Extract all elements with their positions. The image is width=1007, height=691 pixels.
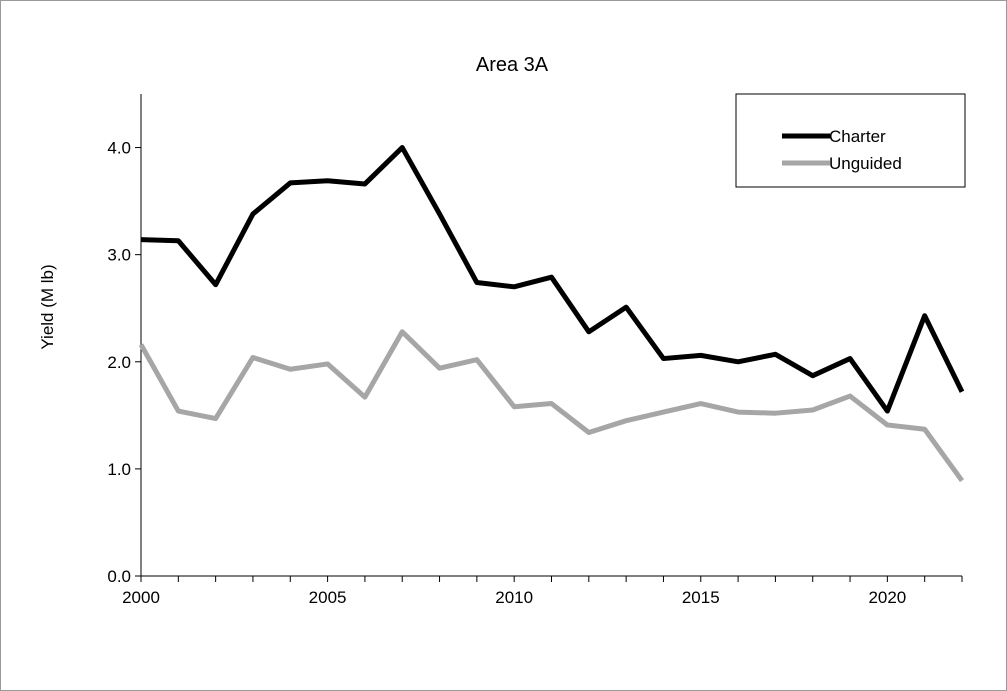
x-tick-label: 2005 [309, 588, 347, 607]
chart-title: Area 3A [476, 54, 549, 76]
y-tick-label: 0.0 [107, 567, 131, 586]
series-line-charter [140, 145, 965, 414]
x-tick-label: 2000 [122, 588, 160, 607]
y-tick-label: 1.0 [107, 460, 131, 479]
legend-label-unguided: Unguided [829, 154, 902, 173]
axes: 0.0 1.0 2.0 3.0 4.0 2000 2005 2010 2015 2020 [107, 94, 963, 607]
y-tick-label: 3.0 [107, 246, 131, 265]
series-layer [138, 145, 965, 483]
legend-label-charter: Charter [829, 127, 886, 146]
y-tick-label: 4.0 [107, 139, 131, 158]
series-line-unguided [138, 329, 965, 483]
y-tick-label: 2.0 [107, 353, 131, 372]
x-tick-label: 2020 [868, 588, 906, 607]
legend-box [735, 93, 966, 188]
x-tick-label: 2015 [682, 588, 720, 607]
x-tick-label: 2010 [495, 588, 533, 607]
y-axis-title: Yield (M lb) [38, 264, 57, 349]
legend: Charter Unguided [735, 93, 966, 188]
